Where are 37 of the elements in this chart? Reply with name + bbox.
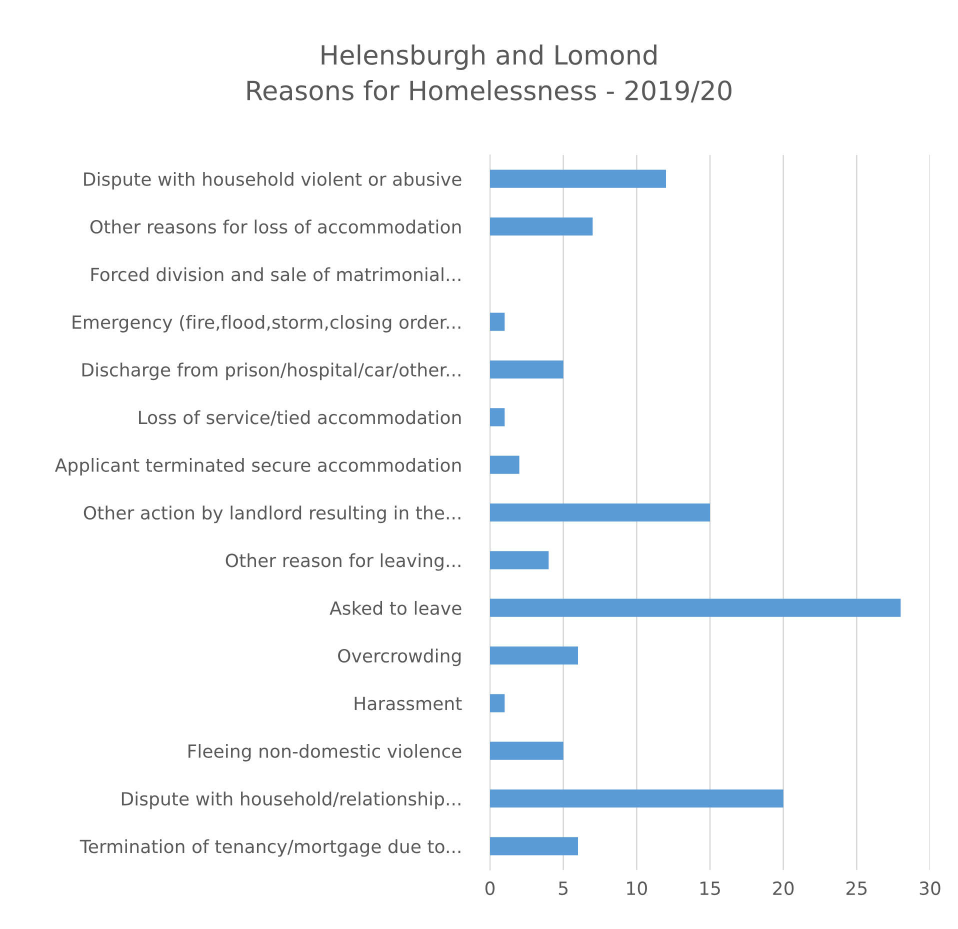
bar <box>490 837 578 856</box>
x-tick-label: 30 <box>920 881 940 896</box>
bar <box>490 170 666 188</box>
bar <box>490 742 564 760</box>
y-tick-label: Loss of service/tied accommodation <box>139 410 461 426</box>
x-tick-label: 10 <box>627 881 647 896</box>
y-tick-label: Asked to leave <box>330 600 462 615</box>
bar <box>490 408 505 426</box>
y-tick-label: Fleeing non-domestic violence <box>188 744 462 762</box>
bar <box>490 360 564 379</box>
y-tick-label: Other action by landlord resulting in the... <box>84 506 460 524</box>
bar <box>490 456 520 474</box>
y-tick-label: Overcrowding <box>338 648 461 666</box>
bar <box>490 312 505 331</box>
bar <box>490 503 710 522</box>
y-tick-label: Forced division and sale of matrimonial... <box>91 267 460 282</box>
y-tick-label: Emergency (fire,flood,storm,closing order... <box>72 314 460 332</box>
x-tick-label: 25 <box>846 881 867 896</box>
bar <box>490 646 578 665</box>
bar <box>490 598 901 617</box>
bar <box>490 551 549 570</box>
y-tick-label: Dispute with household violent or abusive <box>84 172 462 190</box>
y-tick-label: Applicant terminated secure accommodation <box>54 458 461 476</box>
chart-title: Helensburgh and Lomond Reasons for Homelessness - 2019/20 <box>247 44 732 103</box>
bar <box>490 789 784 808</box>
bar <box>490 217 593 236</box>
x-tick-label: 0 <box>485 881 495 896</box>
y-tick-label: Termination of tenancy/mortgage due to... <box>80 839 460 857</box>
x-tick-label: 15 <box>700 882 720 896</box>
x-tick-label: 5 <box>558 882 568 896</box>
y-tick-label: Other reasons for loss of accommodation <box>90 220 461 234</box>
x-tick-label: 20 <box>773 881 794 896</box>
bar <box>490 694 505 712</box>
y-tick-label: Dispute with household/relationship... <box>122 792 460 810</box>
y-tick-label: Other reason for leaving... <box>226 553 460 571</box>
y-tick-label: Harassment <box>354 696 462 710</box>
y-tick-label: Discharge from prison/hospital/car/other... <box>82 362 460 380</box>
